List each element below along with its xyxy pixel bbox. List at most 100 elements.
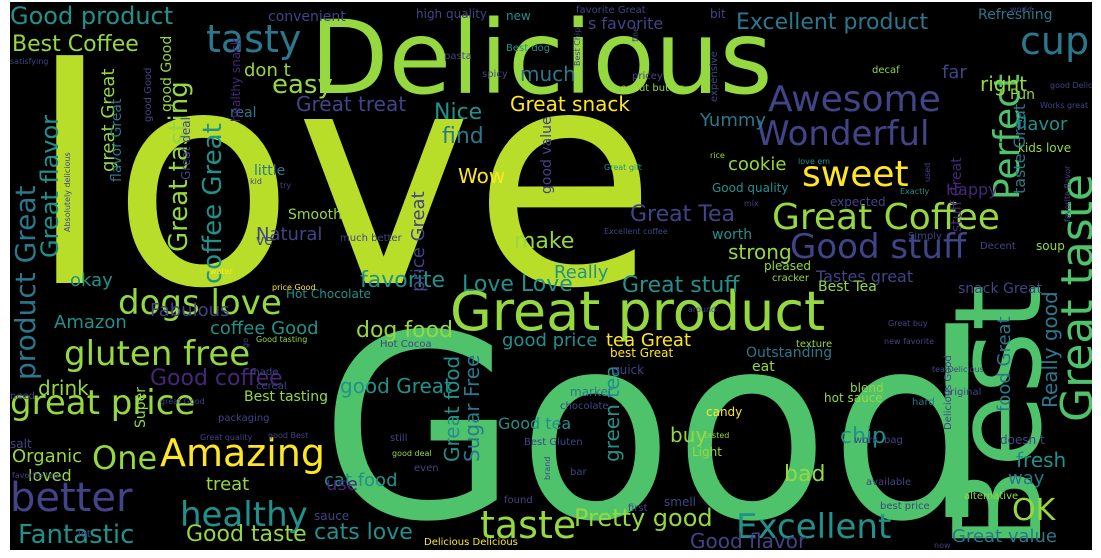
word-good-stuff: Good stuff — [790, 227, 967, 267]
word-candy: candy — [706, 405, 743, 419]
word-good-delicious: good Delicious — [1050, 81, 1092, 90]
word-excellent: Excellent — [736, 507, 892, 547]
word-great-stuff: Great stuff — [622, 273, 740, 298]
word-great-deal: Great deal — [179, 117, 193, 180]
word-favorite-flavor: favorite flavor — [1063, 165, 1072, 222]
word-great-value: Great value — [952, 526, 1058, 547]
word-good-deal: good deal — [392, 449, 432, 458]
word-ve: ve — [256, 233, 273, 249]
word-good: Good — [320, 281, 992, 550]
word-simply: Simply — [908, 231, 942, 242]
word-sweet: sweet — [802, 154, 909, 195]
word-good-tea: Good tea — [498, 414, 572, 433]
word-s-favorite: s favorite — [588, 14, 664, 33]
word-great-food: Great food — [440, 355, 464, 462]
word-decent: Decent — [980, 241, 1016, 252]
word-pasta: pasta — [444, 51, 472, 62]
word-fabulous: Fabulous — [150, 300, 230, 321]
word-excellent-product: Excellent product — [736, 10, 929, 35]
word-tastes-great: Tastes great — [816, 267, 914, 286]
word-cookie: cookie — [728, 154, 787, 175]
word-use: use — [326, 474, 358, 495]
word-easy: easy — [272, 70, 333, 100]
word-make: make — [514, 229, 575, 254]
word-cat-food: cat food — [324, 470, 398, 491]
word-spicy: spicy — [482, 69, 508, 80]
word-lot: lot — [78, 529, 91, 540]
word-chocolate: chocolate — [560, 401, 609, 412]
word-love: love — [28, 5, 658, 354]
word-made: made — [250, 367, 279, 378]
word-wonderful: Wonderful — [756, 114, 930, 154]
word-expected: expected — [830, 195, 886, 209]
word-organic: Organic — [12, 446, 83, 467]
word-works-great: Works great — [1040, 101, 1089, 110]
word-cracker: cracker — [772, 273, 809, 284]
word-best-coffee: Best Coffee — [12, 32, 139, 57]
word-excellent-coffee: Excellent coffee — [604, 227, 668, 236]
word-treat: treat — [206, 474, 250, 495]
word-delicious: Delicious — [310, 2, 773, 118]
word-food-great: food Great — [994, 316, 1015, 412]
word-fun: Fun — [1010, 87, 1036, 103]
word-hard: hard — [912, 397, 935, 408]
word-taste-great: taste Great — [1010, 103, 1029, 194]
word-much-better: much better — [340, 233, 402, 244]
word-fantastic: Fantastic — [18, 520, 135, 550]
word-fresh: fresh — [1016, 448, 1067, 472]
word-great-price: great price — [10, 383, 196, 423]
word-around: around — [688, 305, 717, 314]
word-great-product: Great product — [450, 280, 826, 343]
word-coffee-great: coffee Great — [198, 123, 228, 284]
word-tea-delicious: tea Delicious — [932, 365, 984, 374]
word-favorite-great: favorite Great — [576, 5, 646, 16]
word-great-coffee: Great Coffee — [772, 197, 1000, 238]
word-hot-sauce: hot sauce — [824, 391, 883, 405]
word-good-tasting: Good tasting — [256, 335, 308, 344]
word-light: Light — [692, 445, 722, 459]
word-awesome: Awesome — [768, 79, 941, 120]
word-right: right — [980, 72, 1027, 96]
word-dog-food: dog food — [356, 318, 454, 343]
word-buy: buy — [670, 423, 708, 447]
word-favorite: favorite — [360, 268, 446, 293]
word-best-dog: Best dog — [506, 43, 551, 54]
word-good-coffee: Good coffee — [150, 366, 283, 391]
word-mix: mix — [744, 199, 759, 208]
word-hot-chocolate: Hot Chocolate — [286, 287, 371, 301]
word-texture: texture — [796, 339, 833, 350]
word-strong: strong — [728, 240, 792, 264]
word-good-good: good Good — [159, 35, 175, 112]
word-worth: worth — [712, 227, 753, 243]
word-healthy: healthy — [180, 495, 308, 535]
word-don-t: don t — [244, 60, 291, 81]
word-taste: taste — [480, 503, 577, 547]
word-original: original — [944, 387, 982, 398]
word-best-chip: Best Chip — [573, 27, 582, 66]
word-try: try — [280, 181, 292, 190]
word-cats-love: cats love — [314, 520, 413, 545]
word-found: found — [504, 495, 533, 506]
word-good-flavor: Good flavor — [690, 529, 807, 550]
word-pleased: pleased — [764, 259, 811, 273]
word-decaf: decaf — [872, 65, 900, 76]
word-eat: eat — [752, 359, 775, 375]
word-delicious-delicious: Delicious Delicious — [424, 537, 518, 548]
word-smell: smell — [664, 495, 696, 509]
word-packaging: packaging — [218, 413, 270, 424]
word-little: little — [254, 163, 286, 179]
word-amazon: Amazon — [54, 312, 127, 333]
word-tasty: tasty — [206, 17, 302, 61]
word-great-good: great Good — [160, 397, 205, 406]
word-gluten-free: gluten free — [64, 334, 251, 374]
word-kid: kid — [250, 177, 262, 186]
word-absolutely-delicious: Absolutely delicious — [63, 152, 72, 232]
word-happy: Happy — [946, 180, 998, 199]
word-salt: salt — [10, 437, 32, 451]
word-healthy-snack: healthy snack — [229, 38, 243, 122]
word-loved: loved — [28, 466, 72, 485]
word-okay: okay — [70, 270, 113, 291]
word-good-value: good value — [539, 116, 555, 194]
word-sauce: sauce — [314, 509, 350, 523]
word-need: need — [10, 391, 35, 402]
